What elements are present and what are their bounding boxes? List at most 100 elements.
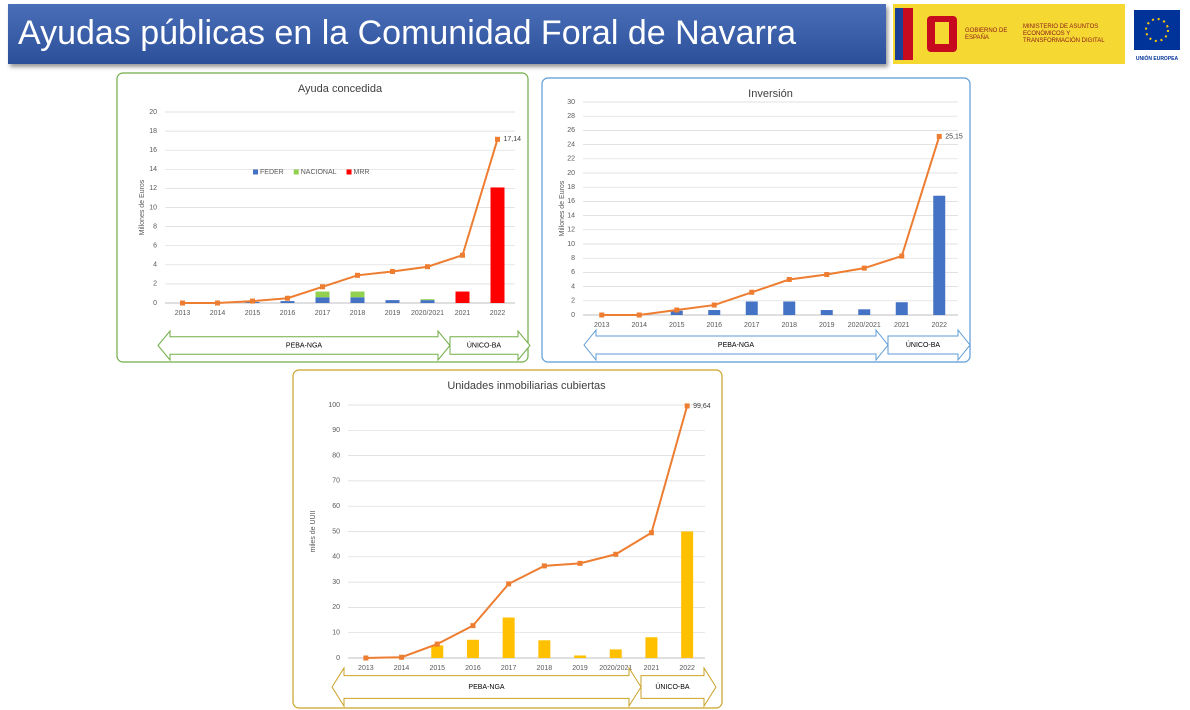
data-label: 25,15	[945, 133, 963, 140]
line-marker	[285, 295, 290, 301]
x-tick-label: 2017	[315, 310, 331, 317]
line-marker	[495, 136, 500, 142]
phase-label: PEBA-NGA	[718, 342, 755, 349]
line-marker	[577, 560, 583, 566]
x-tick-label: 2022	[490, 310, 506, 317]
line-marker	[684, 403, 690, 409]
x-tick-label: 2020/2021	[848, 322, 881, 329]
chart-frame	[292, 369, 723, 709]
line-marker	[355, 272, 360, 278]
y-tick-label: 20	[567, 170, 575, 177]
bar	[315, 291, 330, 298]
x-tick-label: 2016	[280, 310, 296, 317]
chart-title: Ayuda concedida	[298, 83, 383, 95]
line-marker	[824, 272, 830, 278]
bar	[455, 291, 470, 303]
x-tick-label: 2018	[537, 665, 553, 672]
bar	[895, 302, 908, 315]
legend-swatch	[293, 169, 299, 175]
line-marker	[674, 307, 680, 313]
spain-emblem	[895, 8, 957, 60]
line-marker	[861, 265, 867, 271]
x-tick-label: 2019	[572, 665, 588, 672]
x-tick-label: 2015	[429, 665, 445, 672]
y-tick-label: 20	[149, 109, 157, 116]
y-tick-label: 2	[571, 298, 575, 305]
y-tick-label: 0	[336, 655, 340, 662]
y-tick-label: 40	[332, 554, 340, 561]
y-tick-label: 8	[571, 255, 575, 262]
x-tick-label: 2013	[358, 665, 374, 672]
phase-arrow	[640, 666, 717, 708]
bar	[538, 640, 551, 658]
bar	[466, 639, 479, 658]
y-tick-label: 2	[153, 281, 157, 288]
x-tick-label: 2022	[931, 322, 947, 329]
bar	[670, 310, 683, 315]
bar	[933, 195, 946, 315]
line-marker	[434, 641, 440, 647]
bar	[609, 649, 622, 658]
legend-swatch	[346, 169, 352, 175]
chart-frame	[541, 77, 971, 363]
bar	[280, 301, 295, 303]
line-marker	[786, 277, 792, 282]
x-tick-label: 2020/2021	[411, 310, 444, 317]
line-marker	[425, 264, 430, 270]
x-tick-label: 2015	[669, 322, 685, 329]
y-axis-label: Millones de Euros	[559, 180, 566, 236]
y-tick-label: 50	[332, 528, 340, 535]
x-tick-label: 2019	[385, 310, 401, 317]
header-bar: Ayudas públicas en la Comunidad Foral de…	[8, 4, 886, 64]
y-tick-label: 100	[328, 402, 340, 409]
line	[365, 405, 689, 659]
y-tick-label: 60	[332, 503, 340, 510]
y-tick-label: 6	[153, 243, 157, 250]
chart-title: Inversión	[748, 88, 793, 100]
y-axis-label: Millones de Euros	[139, 179, 146, 235]
legend-label: FEDER	[260, 169, 284, 176]
y-tick-label: 6	[571, 269, 575, 276]
y-tick-label: 8	[153, 223, 157, 230]
line-marker	[648, 530, 654, 536]
bar	[574, 655, 587, 658]
line-marker	[711, 302, 717, 308]
y-tick-label: 28	[567, 113, 575, 120]
x-tick-label: 2021	[644, 665, 660, 672]
y-tick-label: 0	[571, 312, 575, 319]
line-marker	[460, 252, 465, 258]
y-tick-label: 4	[571, 283, 575, 290]
line-marker	[899, 253, 905, 259]
x-tick-label: 2017	[744, 322, 760, 329]
y-tick-label: 18	[567, 184, 575, 191]
bar	[502, 617, 515, 658]
line-marker	[936, 133, 942, 139]
line-marker	[390, 268, 395, 274]
line-marker	[215, 300, 220, 306]
bar	[431, 645, 444, 658]
y-tick-label: 10	[332, 630, 340, 637]
eu-text: UNIÓN EUROPEA	[1135, 56, 1179, 62]
bar	[350, 291, 365, 298]
y-tick-label: 18	[149, 128, 157, 135]
bar	[783, 301, 796, 315]
y-tick-label: 14	[149, 166, 157, 173]
line	[601, 136, 941, 316]
line-marker	[320, 284, 325, 290]
legend-swatch	[253, 169, 258, 175]
y-tick-label: 70	[332, 478, 340, 485]
bar	[745, 301, 758, 315]
legend-label: MRR	[354, 169, 370, 176]
y-tick-label: 12	[567, 227, 575, 234]
phase-arrow	[887, 328, 971, 362]
line-marker	[250, 298, 255, 304]
x-tick-label: 2021	[894, 322, 910, 329]
bar	[645, 637, 658, 658]
bar	[858, 309, 871, 315]
line-marker	[399, 654, 405, 660]
x-tick-label: 2022	[679, 665, 695, 672]
data-label: 17,14	[504, 136, 522, 143]
x-tick-label: 2014	[210, 310, 226, 317]
